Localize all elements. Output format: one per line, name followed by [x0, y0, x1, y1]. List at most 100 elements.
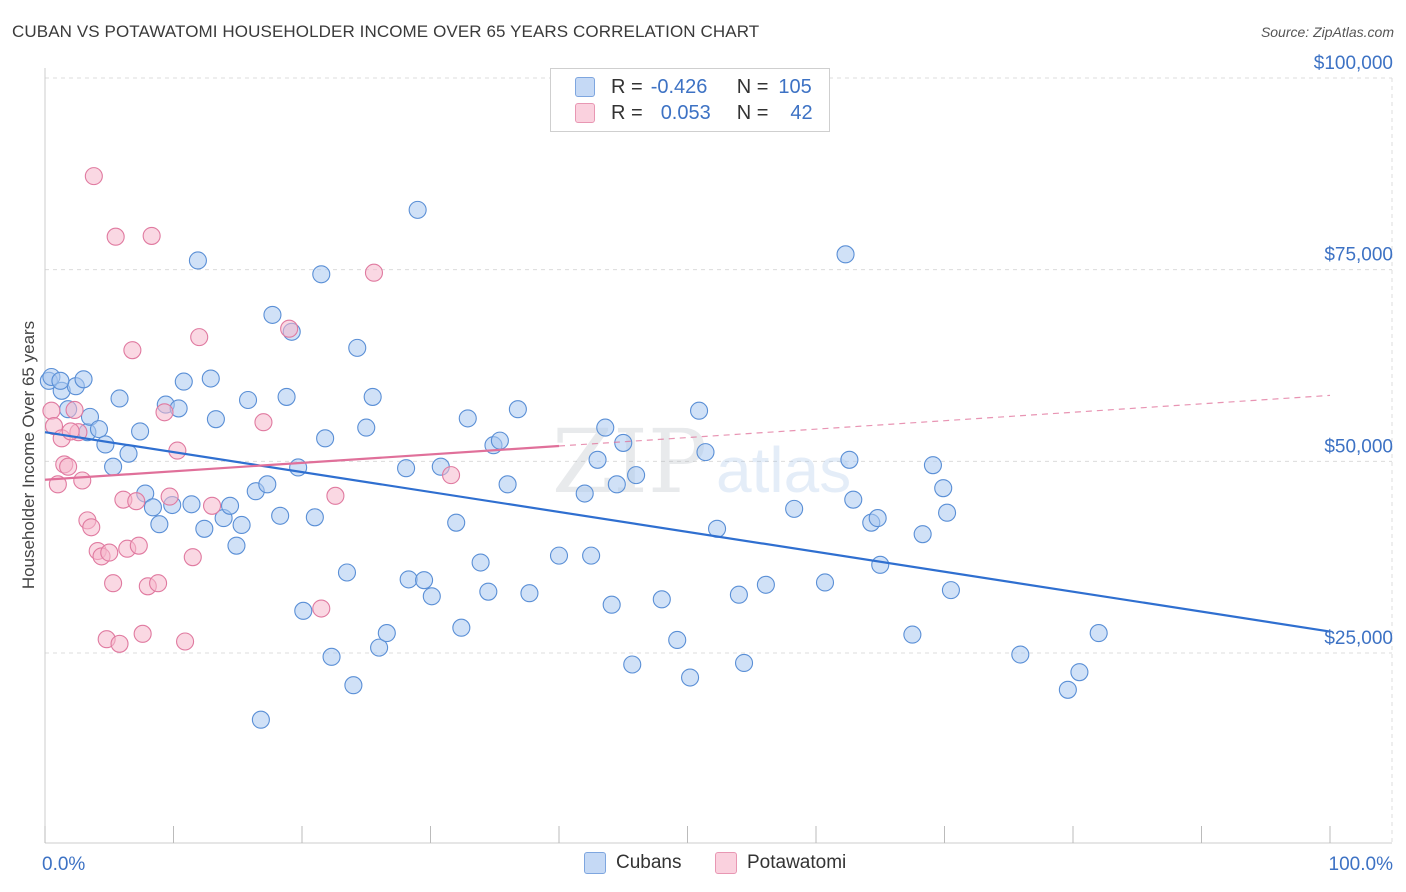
point-cubans — [408, 200, 427, 219]
watermark-zip: ZIP — [552, 410, 707, 513]
point-potawatomi — [312, 599, 331, 618]
point-cubans — [582, 546, 601, 565]
trend-lines — [44, 394, 1331, 633]
point-cubans — [312, 265, 331, 284]
legend-n-label: N = — [736, 75, 769, 98]
point-potawatomi — [42, 401, 61, 420]
legend-r-label: R = — [611, 101, 643, 124]
point-potawatomi — [442, 466, 461, 485]
y-tick-label: $50,000 — [1324, 436, 1393, 457]
point-cubans — [74, 370, 93, 389]
point-cubans — [96, 435, 115, 454]
legend-n-value: 105 — [778, 75, 812, 98]
legend-r-value: 0.053 — [660, 101, 711, 124]
axes — [44, 68, 1392, 844]
point-cubans — [399, 570, 418, 589]
point-cubans — [681, 668, 700, 687]
point-cubans — [458, 409, 477, 428]
point-potawatomi — [326, 486, 345, 505]
series-legend-potawatomi: Potawatomi — [715, 851, 846, 875]
point-cubans — [206, 410, 225, 429]
point-potawatomi — [149, 574, 168, 593]
point-cubans — [602, 595, 621, 614]
point-cubans — [51, 371, 70, 390]
point-cubans — [498, 475, 517, 494]
point-cubans — [182, 495, 201, 514]
point-potawatomi — [190, 328, 209, 347]
point-cubans — [575, 484, 594, 503]
point-cubans — [934, 479, 953, 498]
point-potawatomi — [127, 492, 146, 511]
point-cubans — [143, 498, 162, 517]
point-potawatomi — [106, 227, 125, 246]
point-cubans — [520, 584, 539, 603]
point-potawatomi — [133, 624, 152, 643]
point-cubans — [370, 638, 389, 657]
point-cubans — [316, 429, 335, 448]
point-cubans — [305, 508, 324, 527]
point-cubans — [1070, 663, 1089, 682]
point-cubans — [913, 525, 932, 544]
watermark-atlas: atlas — [716, 434, 851, 506]
point-potawatomi — [84, 167, 103, 186]
point-cubans — [734, 653, 754, 673]
point-cubans — [174, 372, 193, 391]
legend-swatch-cubans — [575, 77, 595, 97]
point-cubans — [277, 387, 296, 406]
legend-r-label: R = — [611, 75, 643, 98]
point-potawatomi — [280, 319, 299, 338]
trend-line-potawatomi — [44, 444, 560, 481]
data-points — [39, 167, 1108, 729]
point-potawatomi — [176, 632, 195, 651]
point-cubans — [549, 546, 569, 565]
point-cubans — [220, 496, 240, 515]
y-tick-label: $75,000 — [1324, 245, 1393, 266]
point-cubans — [696, 443, 715, 462]
point-cubans — [690, 401, 709, 420]
point-cubans — [415, 571, 434, 590]
point-cubans — [471, 553, 490, 572]
point-cubans — [110, 389, 129, 408]
point-cubans — [941, 581, 960, 600]
point-potawatomi — [203, 496, 222, 515]
point-cubans — [627, 466, 646, 485]
point-potawatomi — [73, 471, 92, 490]
point-cubans — [363, 387, 382, 406]
point-cubans — [80, 407, 100, 426]
trend-extension-potawatomi — [558, 394, 1331, 447]
point-cubans — [258, 475, 277, 494]
point-cubans — [119, 444, 138, 463]
series-legend-cubans: Cubans — [584, 851, 682, 875]
point-cubans — [844, 490, 863, 509]
point-cubans — [903, 625, 922, 644]
point-potawatomi — [160, 487, 179, 506]
series-label-cubans: Cubans — [616, 852, 682, 873]
point-cubans — [447, 513, 466, 532]
point-cubans — [344, 676, 363, 695]
point-potawatomi — [100, 543, 119, 562]
x-tick-label: 100.0% — [1329, 854, 1394, 875]
point-cubans — [596, 418, 615, 437]
point-cubans — [89, 420, 109, 439]
point-cubans — [422, 587, 441, 606]
point-cubans — [452, 618, 471, 637]
legend-swatch-potawatomi — [575, 103, 595, 123]
point-cubans — [756, 575, 775, 594]
point-potawatomi — [142, 226, 161, 245]
point-potawatomi — [104, 574, 123, 593]
point-potawatomi — [110, 634, 129, 653]
correlation-legend: R = -0.426 N = 105 R = 0.053 N = 42 — [550, 68, 830, 132]
point-potawatomi — [183, 548, 202, 567]
point-potawatomi — [59, 457, 78, 476]
legend-r-value: -0.426 — [650, 75, 708, 98]
point-cubans — [238, 390, 258, 410]
point-potawatomi — [129, 536, 148, 555]
point-cubans — [131, 422, 150, 441]
point-cubans — [840, 450, 859, 469]
point-cubans — [188, 251, 207, 270]
point-cubans — [668, 630, 687, 650]
point-cubans — [227, 536, 246, 555]
y-tick-label: $25,000 — [1324, 628, 1393, 649]
source-credit: Source: ZipAtlas.com — [1260, 24, 1394, 40]
